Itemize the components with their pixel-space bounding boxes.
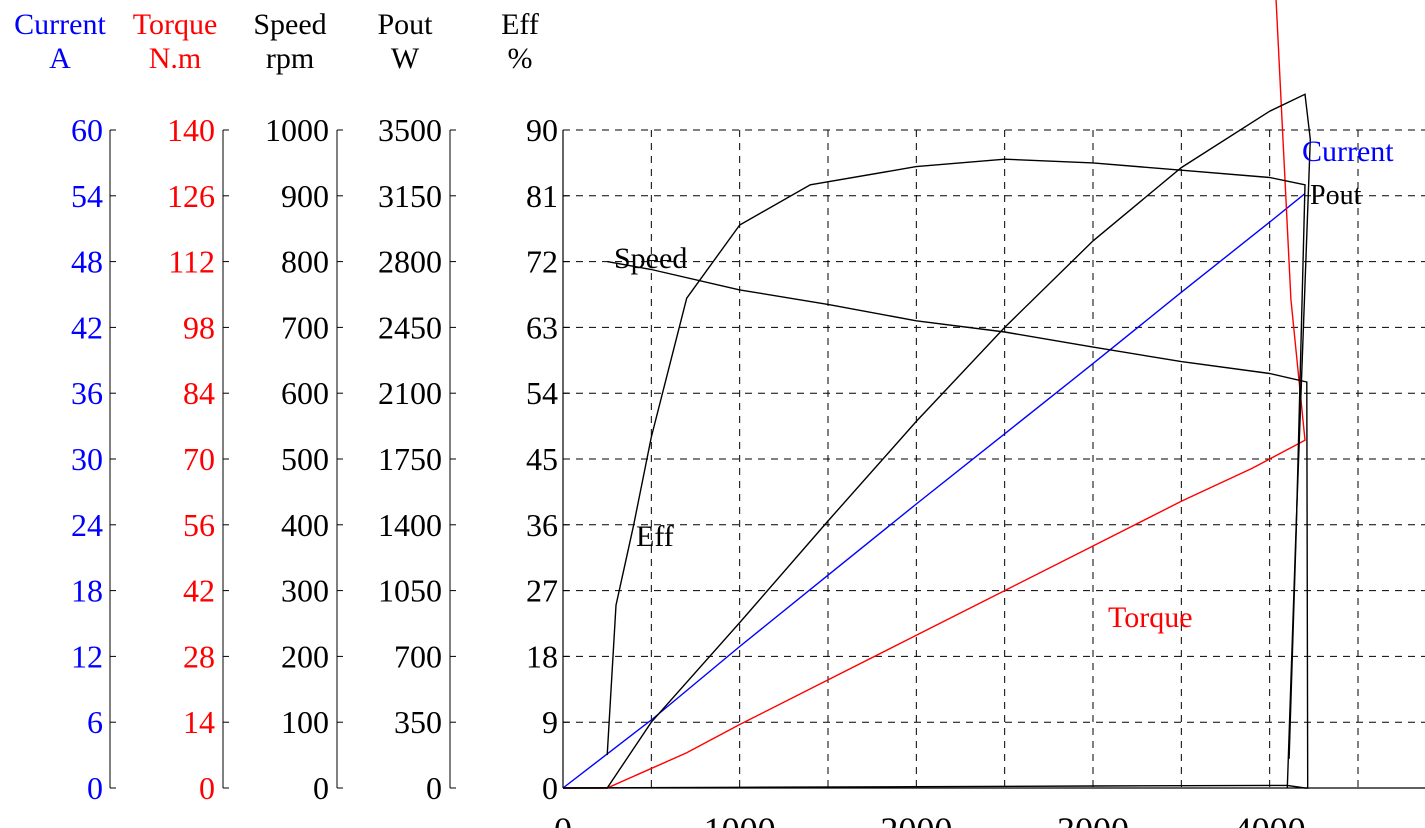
- tick-label-torque: 56: [183, 507, 215, 543]
- tick-label-eff: 54: [526, 375, 558, 411]
- tick-label-torque: 98: [183, 309, 215, 345]
- tick-label-current: 30: [71, 441, 103, 477]
- x-tick-label: 3000: [1057, 810, 1129, 828]
- tick-label-speed: 500: [281, 441, 329, 477]
- tick-label-torque: 70: [183, 441, 215, 477]
- curve-label-torque: Torque: [1108, 601, 1193, 634]
- tick-label-eff: 0: [542, 770, 558, 806]
- curve-label-speed: Speed: [614, 242, 687, 275]
- tick-label-torque: 0: [199, 770, 215, 806]
- tick-label-current: 36: [71, 375, 103, 411]
- tick-label-speed: 0: [313, 770, 329, 806]
- axis-title-pout: Pout: [377, 8, 433, 41]
- tick-label-eff: 27: [526, 573, 558, 609]
- x-tick-label: 0: [554, 810, 572, 828]
- curve-label-current: Current: [1302, 135, 1394, 168]
- tick-label-pout: 2100: [378, 375, 442, 411]
- tick-label-pout: 1400: [378, 507, 442, 543]
- tick-label-speed: 100: [281, 704, 329, 740]
- tick-label-eff: 63: [526, 309, 558, 345]
- series-line-speed: [562, 260, 1309, 789]
- curve-label-pout: Pout: [1310, 180, 1362, 211]
- axis-unit-speed: rpm: [265, 42, 315, 75]
- axis-unit-torque: N.m: [148, 42, 202, 75]
- curve-label-eff: Eff: [636, 520, 674, 553]
- tick-label-speed: 700: [281, 309, 329, 345]
- x-tick-label: 1000: [704, 810, 776, 828]
- axis-unit-eff: %: [507, 42, 533, 75]
- tick-label-pout: 350: [394, 704, 442, 740]
- tick-label-current: 0: [87, 770, 103, 806]
- tick-label-speed: 800: [281, 244, 329, 280]
- axis-header-speed: Speed rpm: [240, 8, 340, 76]
- tick-label-speed: 600: [281, 375, 329, 411]
- tick-label-torque: 140: [167, 112, 215, 148]
- axis-header-current: Current A: [0, 8, 120, 76]
- tick-label-pout: 0: [426, 770, 442, 806]
- tick-label-current: 54: [71, 178, 103, 214]
- tick-label-pout: 3500: [378, 112, 442, 148]
- tick-label-current: 24: [71, 507, 103, 543]
- axis-header-pout: Pout W: [355, 8, 455, 76]
- tick-label-pout: 2800: [378, 244, 442, 280]
- tick-label-torque: 84: [183, 375, 215, 411]
- series-line-pout: [563, 93, 1312, 789]
- tick-label-current: 42: [71, 309, 103, 345]
- tick-label-eff: 81: [526, 178, 558, 214]
- series-line-torque: [563, 0, 1306, 789]
- tick-label-speed: 900: [281, 178, 329, 214]
- tick-label-eff: 45: [526, 441, 558, 477]
- axis-header-eff: Eff %: [470, 8, 570, 76]
- tick-label-eff: 72: [526, 244, 558, 280]
- tick-label-torque: 14: [183, 704, 215, 740]
- tick-label-pout: 3150: [378, 178, 442, 214]
- tick-label-torque: 112: [168, 244, 215, 280]
- axis-title-speed: Speed: [253, 8, 327, 41]
- tick-label-current: 60: [71, 112, 103, 148]
- tick-label-pout: 1050: [378, 573, 442, 609]
- tick-label-pout: 1750: [378, 441, 442, 477]
- tick-label-current: 18: [71, 573, 103, 609]
- tick-label-current: 48: [71, 244, 103, 280]
- tick-label-speed: 1000: [265, 112, 329, 148]
- tick-label-torque: 28: [183, 638, 215, 674]
- axis-unit-current: A: [49, 42, 71, 75]
- tick-label-eff: 90: [526, 112, 558, 148]
- x-tick-label: 2000: [880, 810, 952, 828]
- series-line-current: [562, 193, 1306, 789]
- tick-label-eff: 18: [526, 638, 558, 674]
- x-tick-label: 4000: [1234, 810, 1306, 828]
- tick-label-current: 6: [87, 704, 103, 740]
- tick-label-pout: 2450: [378, 309, 442, 345]
- tick-label-eff: 36: [526, 507, 558, 543]
- tick-label-speed: 300: [281, 573, 329, 609]
- axis-title-torque: Torque: [132, 8, 218, 41]
- axis-unit-pout: W: [390, 42, 420, 75]
- tick-label-eff: 9: [542, 704, 558, 740]
- tick-label-speed: 200: [281, 638, 329, 674]
- tick-label-current: 12: [71, 638, 103, 674]
- tick-label-pout: 700: [394, 638, 442, 674]
- axis-title-eff: Eff: [501, 8, 539, 41]
- tick-label-torque: 42: [183, 573, 215, 609]
- tick-label-torque: 126: [167, 178, 215, 214]
- axis-title-current: Current: [14, 8, 106, 41]
- axis-header-torque: Torque N.m: [120, 8, 230, 76]
- tick-label-speed: 400: [281, 507, 329, 543]
